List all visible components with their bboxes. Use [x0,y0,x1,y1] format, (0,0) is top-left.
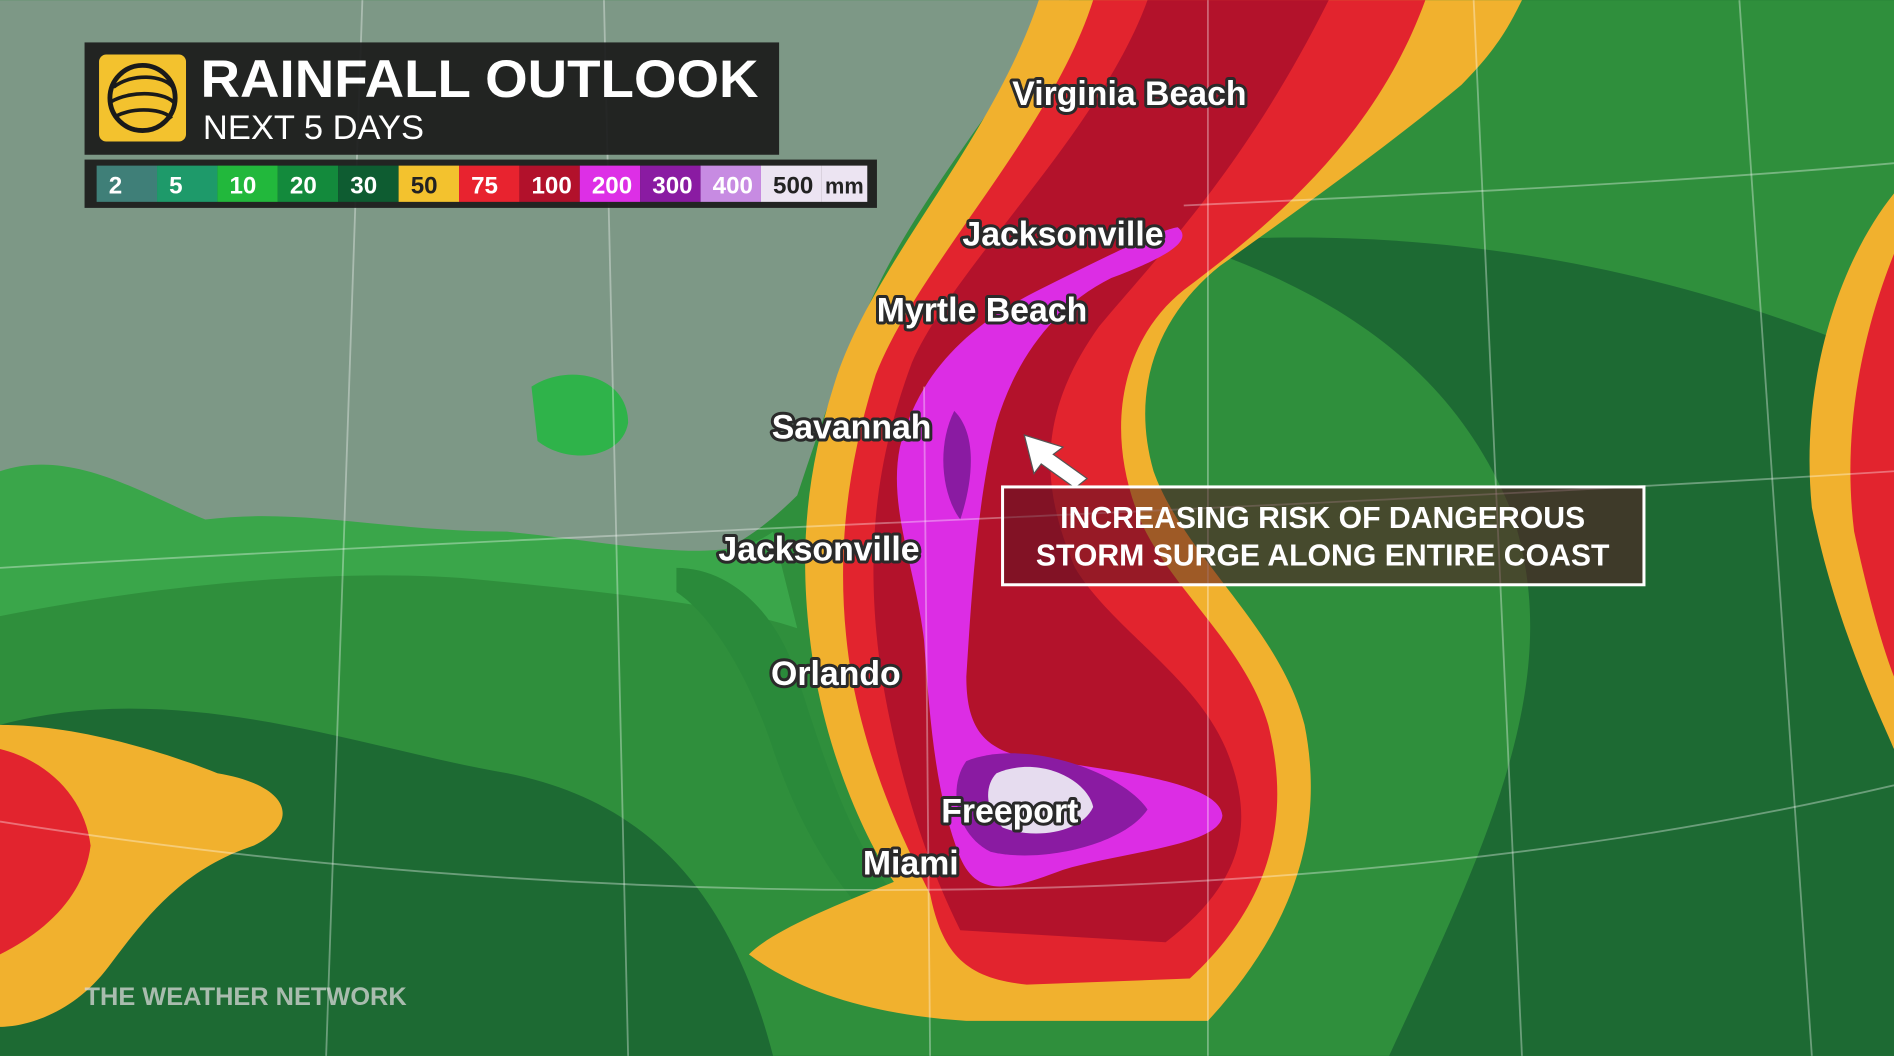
legend-swatch [338,165,399,202]
legend-swatch [760,165,822,202]
legend-swatch [277,165,339,202]
title: RAINFALL OUTLOOK [201,50,759,109]
legend-swatch [217,165,278,202]
logo-lines [110,75,177,120]
legend-swatch [96,165,158,202]
legend-swatch [700,165,761,202]
legend-label: 500 [773,172,813,199]
legend-label: 100 [531,172,571,199]
land-green [0,464,798,629]
legend-swatch [640,165,701,202]
legend-label: 400 [713,172,753,199]
graticule [0,784,1894,891]
city-label: Savannah [772,409,932,447]
city-label: Myrtle Beach [877,291,1087,329]
rain-lavender [988,766,1094,834]
legend-swatch [459,165,520,202]
legend-unit: mm [825,173,864,198]
header-panel [84,42,780,155]
legend-unit-bg [821,165,868,202]
city-label: Jacksonville [962,215,1163,253]
rain-purple [943,410,971,520]
legend-swatch [519,165,580,202]
ocean-dark [1183,237,1894,1056]
graticule [1183,162,1894,207]
city-label: Orlando [771,655,901,693]
legend-label: 200 [592,172,632,199]
annotation-text: INCREASING RISK OF DANGEROUS [1060,502,1585,535]
rain-right-red [1850,253,1894,677]
city-label: Freeport [941,793,1078,831]
city-label: Miami [863,845,959,883]
logo-globe [107,62,178,134]
legend-label: 5 [169,172,182,199]
watermark: THE WEATHER NETWORK [85,983,408,1011]
legend-label: 20 [290,172,317,199]
legend-swatch [579,165,641,202]
legend-label: 30 [350,172,377,199]
legend-label: 300 [652,172,692,199]
rain-magenta [896,227,1223,887]
graticule [1738,0,1813,1056]
legend-label: 2 [109,172,122,199]
legend-swatch [157,165,218,202]
graticule [923,386,931,1056]
legend-swatch [398,165,460,202]
annotation-text: STORM SURGE ALONG ENTIRE COAST [1036,539,1610,572]
annotation-box [1001,485,1646,587]
rain-darkred [873,0,1329,943]
legend-label: 10 [230,172,257,199]
rain-blob [531,374,629,456]
legend-label: 50 [411,172,438,199]
subtitle: NEXT 5 DAYS [203,109,424,147]
legend-label: 75 [471,172,498,199]
city-label: Jacksonville [718,531,919,569]
city-label: Virginia Beach [1012,75,1246,113]
rain-left-red [0,749,91,955]
florida [676,567,894,919]
annotation-arrow [1023,434,1089,489]
